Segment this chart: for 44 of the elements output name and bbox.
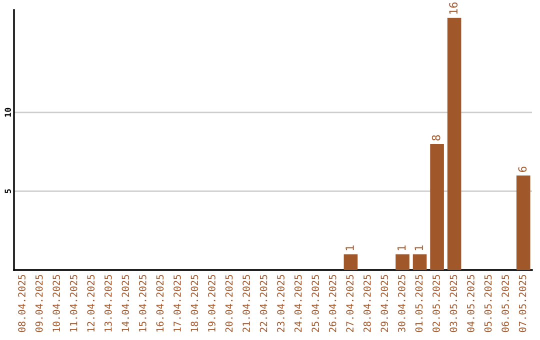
x-tick-label: 09.04.2025 [35, 274, 43, 332]
data-label: 1 [397, 246, 406, 250]
x-tick-label: 02.05.2025 [432, 274, 440, 332]
x-tick-label: 18.04.2025 [190, 274, 198, 332]
x-tick-label: 21.04.2025 [242, 274, 250, 332]
x-tick-label: 17.04.2025 [174, 274, 181, 332]
x-tick-label: 23.04.2025 [277, 274, 284, 332]
data-label: 1 [346, 246, 354, 250]
x-tick-label: 06.05.2025 [502, 274, 509, 332]
x-tick-label: 30.04.2025 [398, 274, 406, 332]
bar [412, 254, 427, 270]
data-label: 8 [432, 135, 440, 140]
x-tick-label: 16.04.2025 [156, 274, 164, 332]
y-tick-label: 10 [4, 108, 11, 117]
x-tick-label: 07.05.2025 [518, 274, 526, 332]
x-tick-label: 03.05.2025 [450, 274, 458, 332]
data-label: 6 [518, 166, 527, 172]
x-tick-label: 01.05.2025 [415, 274, 423, 332]
bar [516, 175, 530, 270]
x-tick-label: 10.04.2025 [52, 274, 60, 332]
x-tick-label: 20.04.2025 [225, 274, 233, 332]
bar [344, 254, 358, 270]
bar [430, 144, 444, 270]
x-tick-label: 15.04.2025 [138, 274, 146, 332]
x-tick-label: 13.04.2025 [104, 274, 112, 332]
x-tick-label: 28.04.2025 [363, 274, 371, 332]
x-tick-label: 11.04.2025 [70, 274, 78, 332]
y-tick-label: 5 [4, 189, 11, 194]
x-tick-label: 27.04.2025 [346, 274, 354, 332]
data-label: 16 [449, 2, 458, 14]
x-tick-label: 04.05.2025 [467, 274, 474, 332]
bar [396, 254, 410, 270]
x-tick-label: 29.04.2025 [380, 274, 388, 332]
bar [447, 18, 462, 270]
x-tick-label: 19.04.2025 [208, 274, 216, 332]
x-tick-label: 14.04.2025 [122, 274, 130, 332]
x-tick-label: 12.04.2025 [87, 274, 95, 332]
data-label: 1 [414, 246, 423, 250]
x-tick-label: 24.04.2025 [294, 274, 302, 332]
x-tick-label: 22.04.2025 [260, 274, 268, 332]
x-tick-label: 26.04.2025 [328, 274, 336, 332]
x-tick-label: 08.04.2025 [18, 274, 26, 332]
x-tick-label: 05.05.2025 [484, 274, 492, 332]
x-tick-label: 25.04.2025 [312, 274, 320, 332]
